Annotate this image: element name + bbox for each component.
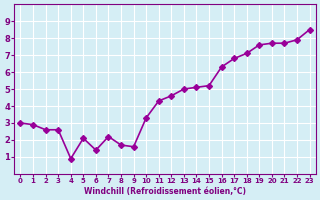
X-axis label: Windchill (Refroidissement éolien,°C): Windchill (Refroidissement éolien,°C)	[84, 187, 246, 196]
